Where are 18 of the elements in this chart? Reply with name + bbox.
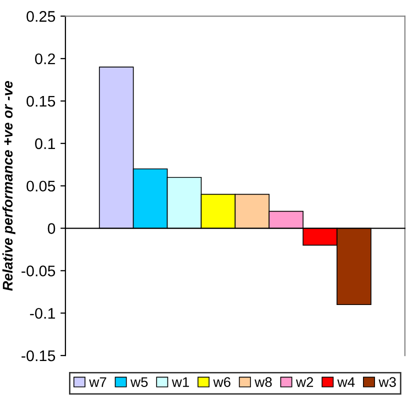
y-tick-label: 0.1 <box>35 138 55 150</box>
y-tick-label: 0 <box>48 223 56 234</box>
legend-label: w3 <box>378 377 396 388</box>
y-tick-label: 0.05 <box>26 180 56 192</box>
y-tick-label: 0.15 <box>26 96 56 107</box>
y-tick-label: -0.1 <box>30 308 55 319</box>
legend-label: w8 <box>254 377 272 388</box>
legend-label: w6 <box>213 377 230 388</box>
legend-label: w1 <box>172 377 189 387</box>
legend-label: w4 <box>337 377 355 387</box>
y-axis-title: Relative performance +ve or -ve <box>2 81 16 291</box>
y-tick-label: -0.05 <box>22 266 56 276</box>
y-tick-label: -0.15 <box>22 350 56 362</box>
y-tick-label: 0.2 <box>35 53 55 64</box>
legend-label: w7 <box>89 377 106 387</box>
legend-label: w5 <box>130 377 148 388</box>
y-tick-label: 0.25 <box>26 11 56 22</box>
legend-label: w2 <box>296 377 314 387</box>
